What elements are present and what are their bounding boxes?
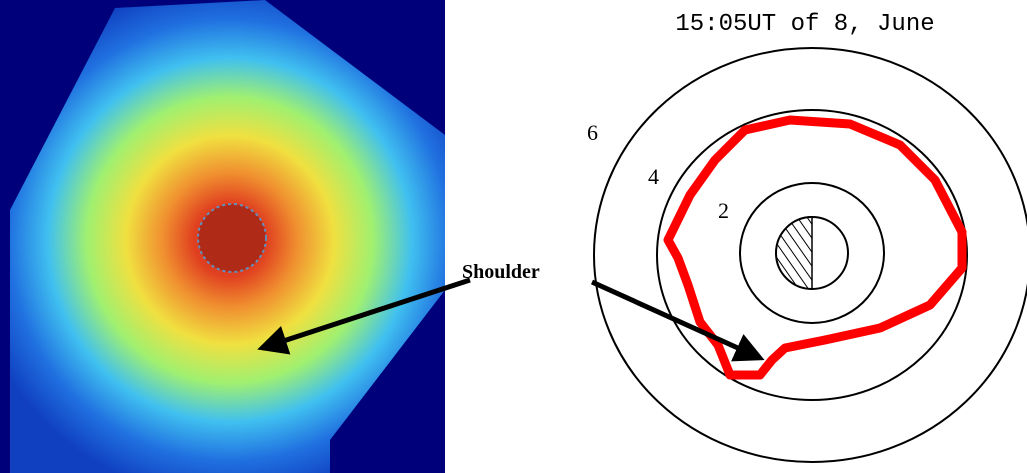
- diagram: 15:05UT of 8, June 6 4 2: [587, 11, 1027, 462]
- earth-night: [776, 217, 812, 289]
- page: {"right_panel": {"title": "15:05UT of 8,…: [0, 0, 1027, 473]
- shoulder-label: Shoulder: [462, 261, 540, 283]
- figure: 15:05UT of 8, June 6 4 2 Shoulder: [0, 0, 1027, 473]
- diagram-title: 15:05UT of 8, June: [675, 11, 934, 38]
- ring-label: 4: [648, 164, 659, 189]
- euv-image: [0, 0, 445, 473]
- ring-label: 2: [718, 198, 729, 223]
- ring-label: 6: [587, 120, 598, 145]
- image-core: [198, 204, 266, 272]
